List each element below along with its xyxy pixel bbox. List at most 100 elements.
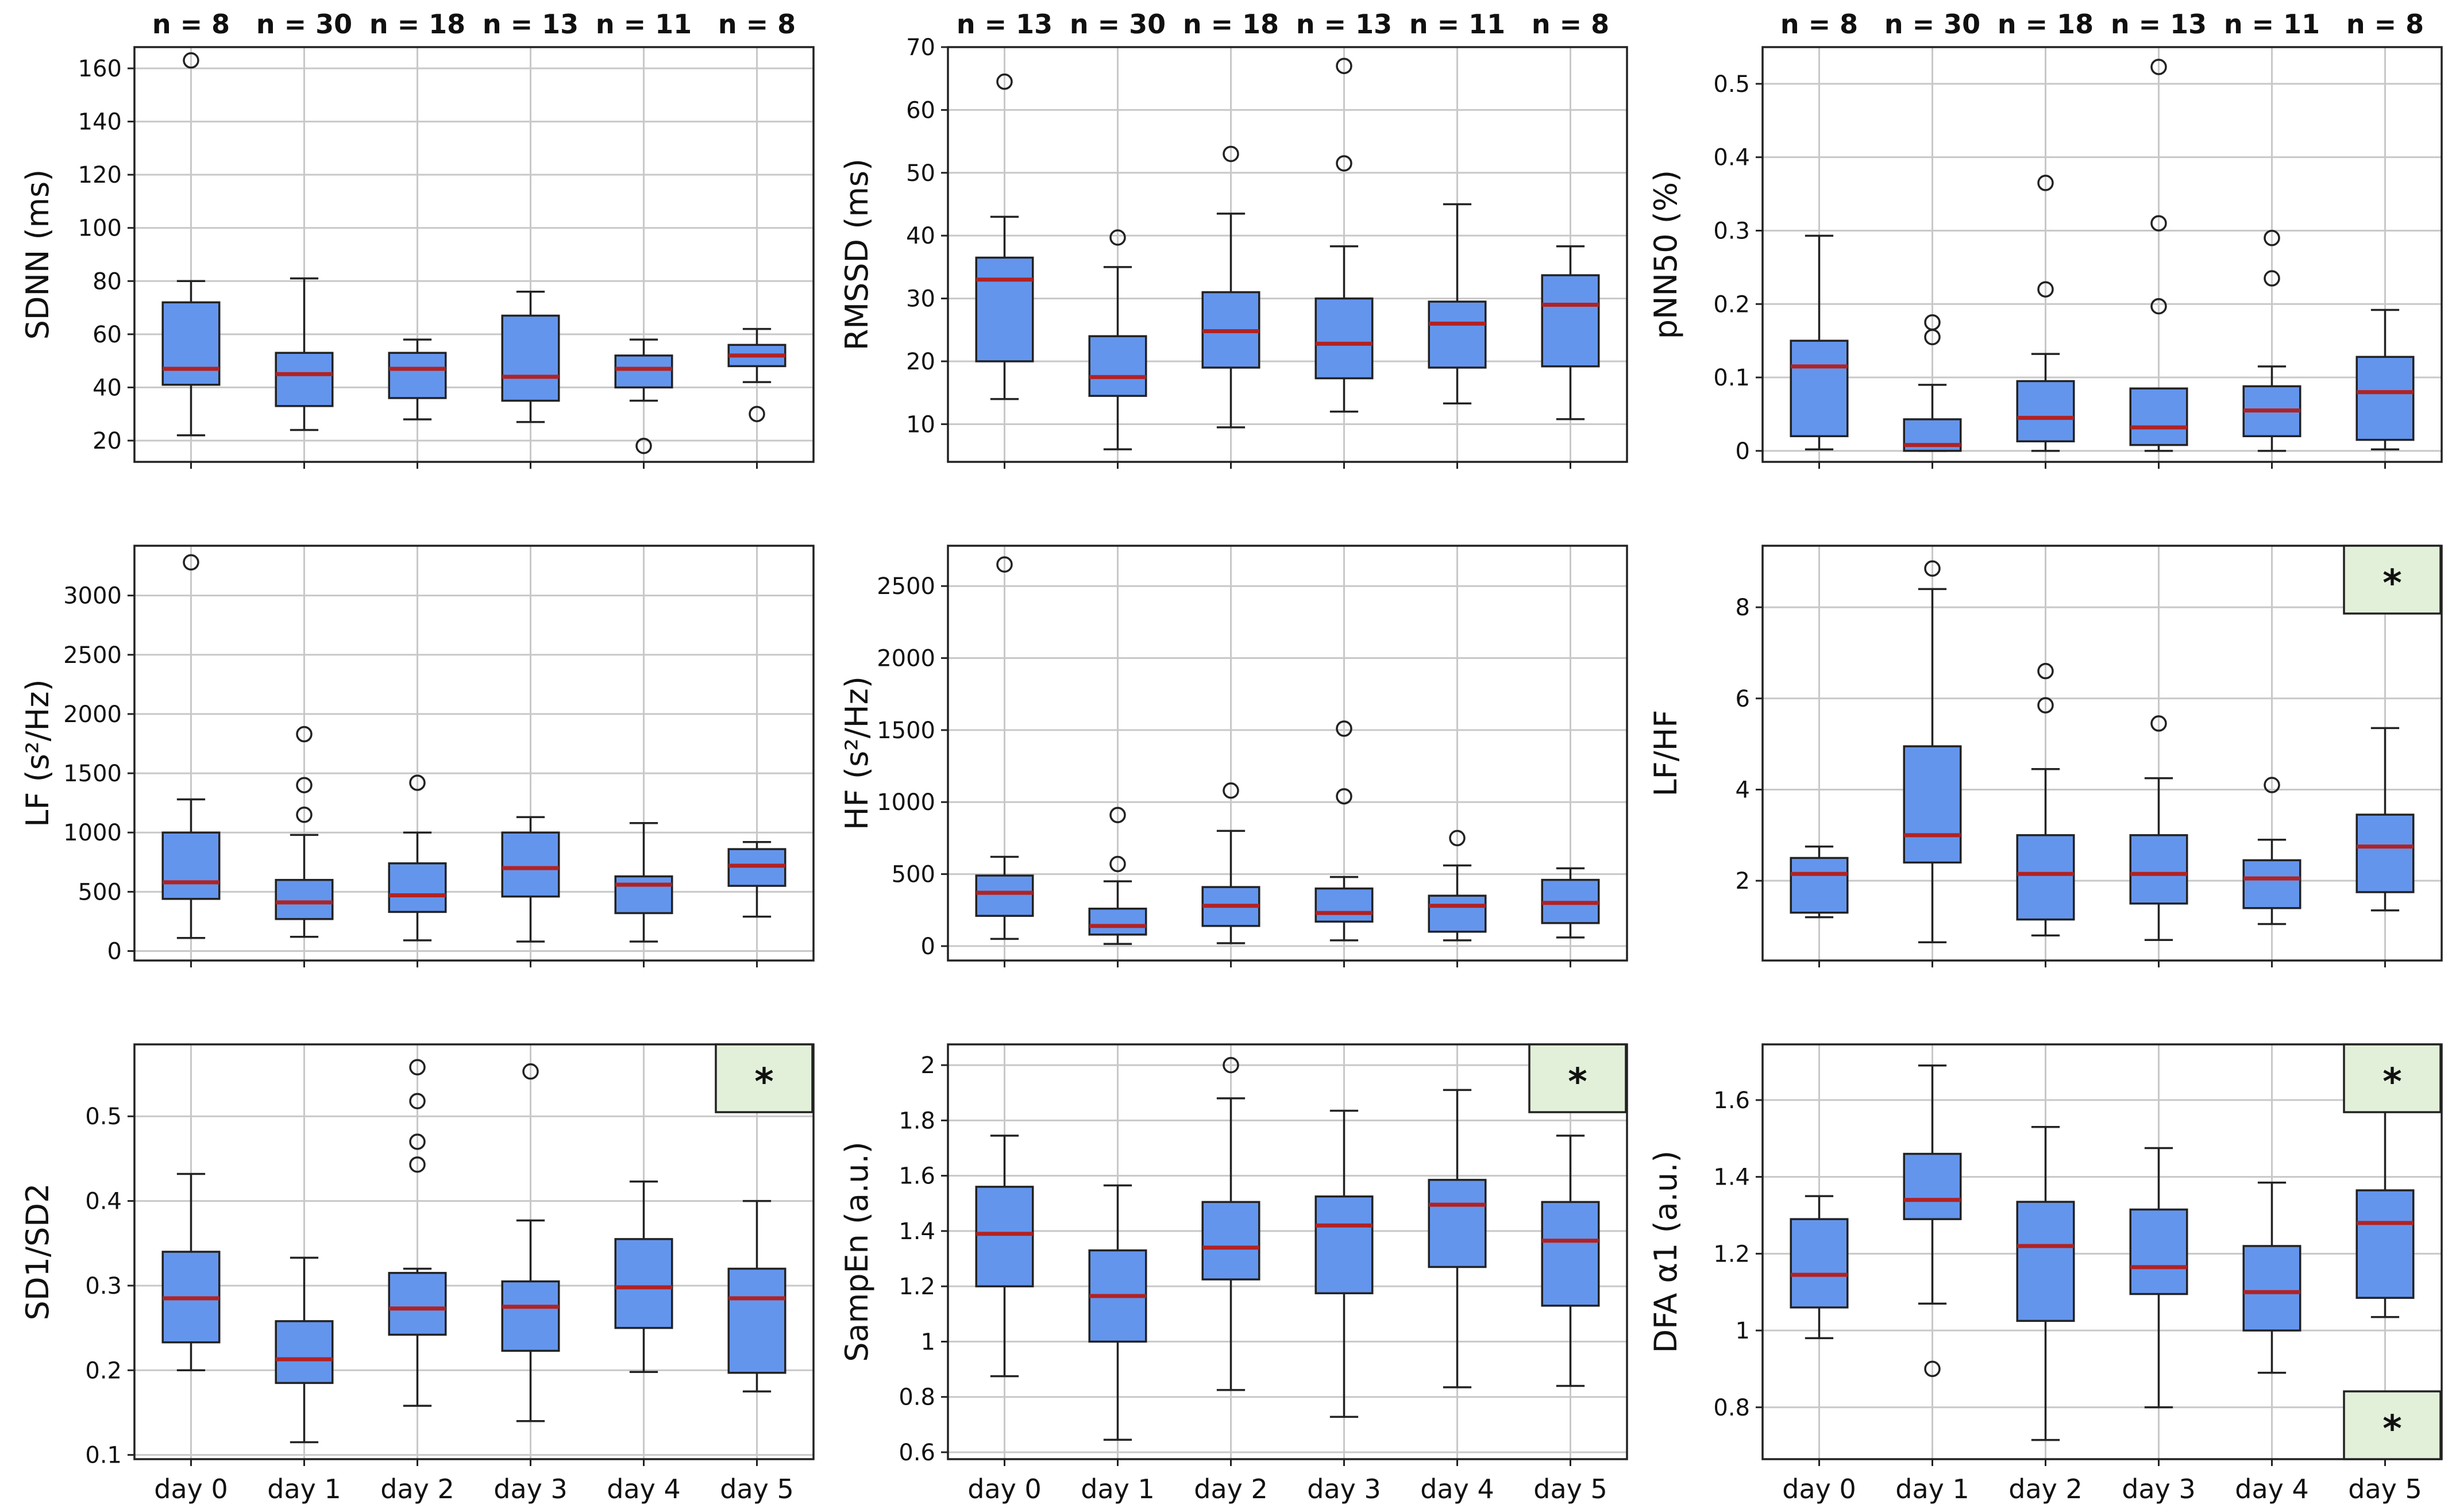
axes-frame bbox=[1761, 1043, 2443, 1460]
outlier-point bbox=[1924, 1360, 1941, 1378]
outlier-point bbox=[1223, 782, 1239, 799]
count-label: n = 11 bbox=[2224, 9, 2320, 40]
box-day-4 bbox=[1428, 300, 1487, 369]
axes-frame bbox=[947, 1043, 1628, 1460]
outlier-point bbox=[409, 1093, 426, 1109]
outlier-point bbox=[1223, 145, 1239, 163]
box-day-3 bbox=[501, 314, 560, 402]
outlier-point bbox=[2264, 270, 2280, 287]
outlier-point bbox=[409, 1133, 426, 1150]
chart-panel-8: 0.6 0.8 1 1.2 1.4 1.6 1.8 2 day 0 day 1 day 2 day 3… bbox=[839, 1043, 1628, 1505]
count-label: n = 18 bbox=[1183, 9, 1279, 40]
y-tick-label: 0 bbox=[107, 938, 122, 965]
y-axis-label: RMSSD (ms) bbox=[839, 159, 875, 350]
count-label: n = 8 bbox=[1780, 9, 1858, 40]
box-day-3 bbox=[501, 831, 560, 898]
outlier-point bbox=[2264, 229, 2280, 246]
y-tick-label: 1500 bbox=[877, 718, 935, 744]
box-day-2 bbox=[2016, 1201, 2075, 1322]
y-tick-label: 40 bbox=[92, 375, 122, 401]
y-tick-label: 10 bbox=[906, 411, 935, 438]
box-day-2 bbox=[388, 862, 447, 913]
chart-panel-1: 20 40 60 80 100 120 140 160 n = 8 n = 30 n = 18 n =… bbox=[20, 9, 815, 469]
significance-box bbox=[715, 1043, 814, 1113]
y-tick-label: 0.1 bbox=[85, 1442, 122, 1469]
outlier-point bbox=[1924, 314, 1941, 331]
y-axis-label: SD1/SD2 bbox=[20, 1183, 56, 1321]
x-tick-label: day 0 bbox=[967, 1474, 1042, 1505]
box-day-3 bbox=[1314, 1195, 1374, 1294]
y-tick-label: 30 bbox=[906, 286, 935, 313]
outlier-point bbox=[296, 726, 313, 743]
outlier-point bbox=[2037, 662, 2054, 680]
y-tick-label: 1.6 bbox=[1713, 1087, 1750, 1114]
x-tick-label: day 0 bbox=[154, 1474, 228, 1505]
box-day-0 bbox=[161, 301, 221, 386]
x-tick-label: day 5 bbox=[720, 1474, 794, 1505]
outlier-point bbox=[409, 1156, 426, 1173]
box-day-5 bbox=[2355, 1189, 2415, 1299]
box-day-5 bbox=[1541, 274, 1600, 368]
box-day-0 bbox=[1790, 857, 1849, 914]
box-day-1 bbox=[1903, 1152, 1962, 1220]
significance-label: * bbox=[754, 1061, 773, 1104]
y-tick-label: 60 bbox=[906, 97, 935, 124]
box-day-2 bbox=[388, 1272, 447, 1336]
box-day-0 bbox=[1790, 340, 1849, 438]
outlier-point bbox=[183, 554, 199, 571]
count-label: n = 30 bbox=[256, 9, 352, 40]
y-tick-label: 500 bbox=[78, 879, 122, 905]
y-tick-label: 0.5 bbox=[1713, 71, 1750, 98]
box-day-2 bbox=[2016, 380, 2075, 442]
y-axis-label: SDNN (ms) bbox=[20, 169, 56, 340]
axes-frame bbox=[133, 46, 815, 463]
x-tick-label: day 3 bbox=[1307, 1474, 1381, 1505]
significance-box bbox=[1528, 1043, 1627, 1113]
y-tick-label: 2000 bbox=[877, 646, 935, 672]
y-tick-label: 1.2 bbox=[899, 1274, 935, 1300]
box-day-0 bbox=[1790, 1218, 1849, 1309]
y-tick-label: 0.1 bbox=[1713, 365, 1750, 391]
count-label: n = 13 bbox=[2111, 9, 2207, 40]
x-tick-label: day 2 bbox=[2008, 1474, 2083, 1505]
box-day-1 bbox=[1903, 745, 1962, 864]
chart-panel-7: 0.1 0.2 0.3 0.4 0.5 day 0 day 1 day 2 day 3 day 4… bbox=[20, 1043, 815, 1505]
count-label: n = 13 bbox=[957, 9, 1052, 40]
significance-label: * bbox=[2382, 1061, 2401, 1104]
count-label: n = 8 bbox=[2346, 9, 2424, 40]
box-day-3 bbox=[1314, 887, 1374, 923]
count-label: n = 13 bbox=[483, 9, 579, 40]
box-day-0 bbox=[975, 256, 1034, 362]
box-day-4 bbox=[2242, 859, 2301, 909]
y-axis-label: LF/HF bbox=[1648, 709, 1684, 796]
y-axis-label: HF (s²/Hz) bbox=[839, 676, 875, 830]
outlier-point bbox=[2037, 175, 2054, 191]
box-day-5 bbox=[2355, 356, 2415, 441]
significance-label: * bbox=[2382, 562, 2401, 605]
outlier-point bbox=[749, 406, 765, 422]
box-day-3 bbox=[2129, 1208, 2188, 1295]
y-tick-label: 40 bbox=[906, 223, 935, 249]
y-tick-label: 20 bbox=[906, 349, 935, 375]
box-day-5 bbox=[727, 1267, 787, 1374]
y-tick-label: 80 bbox=[92, 268, 122, 295]
count-label: n = 8 bbox=[1532, 9, 1609, 40]
x-tick-label: day 4 bbox=[2235, 1474, 2309, 1505]
axes-frame bbox=[133, 1043, 815, 1460]
y-tick-label: 2000 bbox=[63, 701, 122, 728]
y-tick-label: 0 bbox=[921, 934, 935, 960]
box-day-3 bbox=[2129, 387, 2188, 446]
box-day-4 bbox=[1428, 1179, 1487, 1268]
count-label: n = 11 bbox=[596, 9, 692, 40]
x-tick-label: day 1 bbox=[1895, 1474, 1969, 1505]
y-axis-label: LF (s²/Hz) bbox=[20, 679, 56, 827]
outlier-point bbox=[2037, 281, 2054, 298]
outlier-point bbox=[996, 73, 1013, 90]
y-tick-label: 1 bbox=[1736, 1318, 1750, 1344]
y-tick-label: 0.6 bbox=[899, 1440, 935, 1466]
outlier-point bbox=[2037, 697, 2054, 713]
x-tick-label: day 3 bbox=[494, 1474, 568, 1505]
y-tick-label: 2 bbox=[1736, 868, 1750, 894]
outlier-point bbox=[2150, 215, 2167, 232]
